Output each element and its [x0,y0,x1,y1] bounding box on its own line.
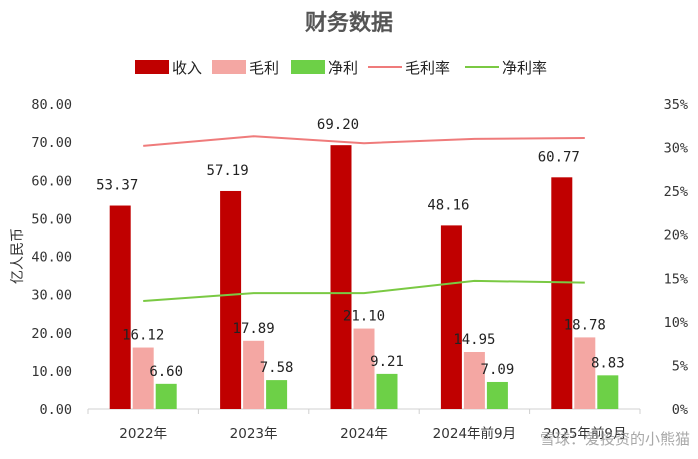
data-label: 14.95 [453,332,495,348]
y-tick-label: 30.00 [31,288,72,304]
y2-tick-label: 5% [672,358,688,374]
bar-收入 [440,225,462,409]
data-label: 6.60 [149,364,183,380]
y2-tick-label: 0% [672,402,688,418]
y-axis-label: 亿人民币 [10,228,26,284]
bar-收入 [220,190,242,409]
data-label: 18.78 [564,317,606,333]
y2-tick-label: 30% [664,141,688,157]
bars [109,145,619,410]
data-label: 60.77 [538,149,580,165]
data-label: 17.89 [233,321,275,337]
data-label: 7.58 [260,360,294,376]
bar-收入 [330,145,352,410]
y-tick-label: 60.00 [31,173,72,189]
y-tick-label: 10.00 [31,364,72,380]
y2-tick-label: 25% [664,184,688,200]
legend: 收入 毛利 净利 毛利率 净利率 [135,59,547,77]
bar-毛利 [243,340,265,409]
bar-毛利 [353,328,375,409]
data-label: 16.12 [122,328,164,344]
y-tick-label: 70.00 [31,135,72,151]
y-tick-label: 20.00 [31,326,72,342]
y2-tick-label: 35% [664,97,688,113]
line-净利率 [143,279,585,302]
y-tick-label: 40.00 [31,250,72,266]
bar-毛利 [463,352,485,409]
watermark: 雪球：爱投资的小熊猫 [540,430,690,448]
data-label: 57.19 [207,163,249,179]
bar-净利 [266,380,288,409]
legend-label: 毛利率 [405,59,450,77]
legend-swatch [291,60,325,74]
bar-净利 [597,375,619,409]
bar-收入 [109,205,131,409]
x-tick-label: 2023年 [230,426,278,442]
y-tick-label: 50.00 [31,211,72,227]
y2-tick-label: 10% [664,315,688,331]
data-label: 7.09 [481,362,515,378]
data-label: 48.16 [427,197,469,213]
axes: 0.00 10.00 20.00 30.00 40.00 50.00 60.00 70.00 8… [31,97,688,442]
bar-净利 [486,381,508,409]
y2-tick-label: 20% [664,228,688,244]
line-毛利率 [143,135,585,147]
data-label: 69.20 [317,117,359,133]
y2-tick-label: 15% [664,271,688,287]
data-label: 8.83 [591,355,625,371]
x-tick-label: 2022年 [119,426,167,442]
data-label: 21.10 [343,309,385,325]
bar-净利 [376,373,398,409]
y-tick-label: 0.00 [39,402,72,418]
data-label: 9.21 [370,354,404,370]
lines [143,135,585,302]
legend-label: 收入 [172,59,202,77]
legend-swatch [135,60,169,74]
legend-label: 毛利 [249,59,279,77]
bar-收入 [551,177,573,409]
x-tick-label: 2024年前9月 [433,425,516,442]
x-tick-label: 2025年前9月 [543,425,626,442]
legend-swatch [212,60,246,74]
data-labels: 53.37 57.19 69.20 48.16 60.77 16.12 17.89 21.10… [96,117,625,380]
legend-label: 净利率 [502,59,547,77]
x-tick-label: 2024年 [340,426,388,442]
data-label: 53.37 [96,178,138,194]
y-tick-label: 80.00 [31,97,72,113]
legend-label: 净利 [328,59,358,77]
bar-毛利 [132,347,154,409]
chart-title: 财务数据 [305,10,393,36]
bar-毛利 [574,337,596,409]
bar-净利 [155,383,177,409]
